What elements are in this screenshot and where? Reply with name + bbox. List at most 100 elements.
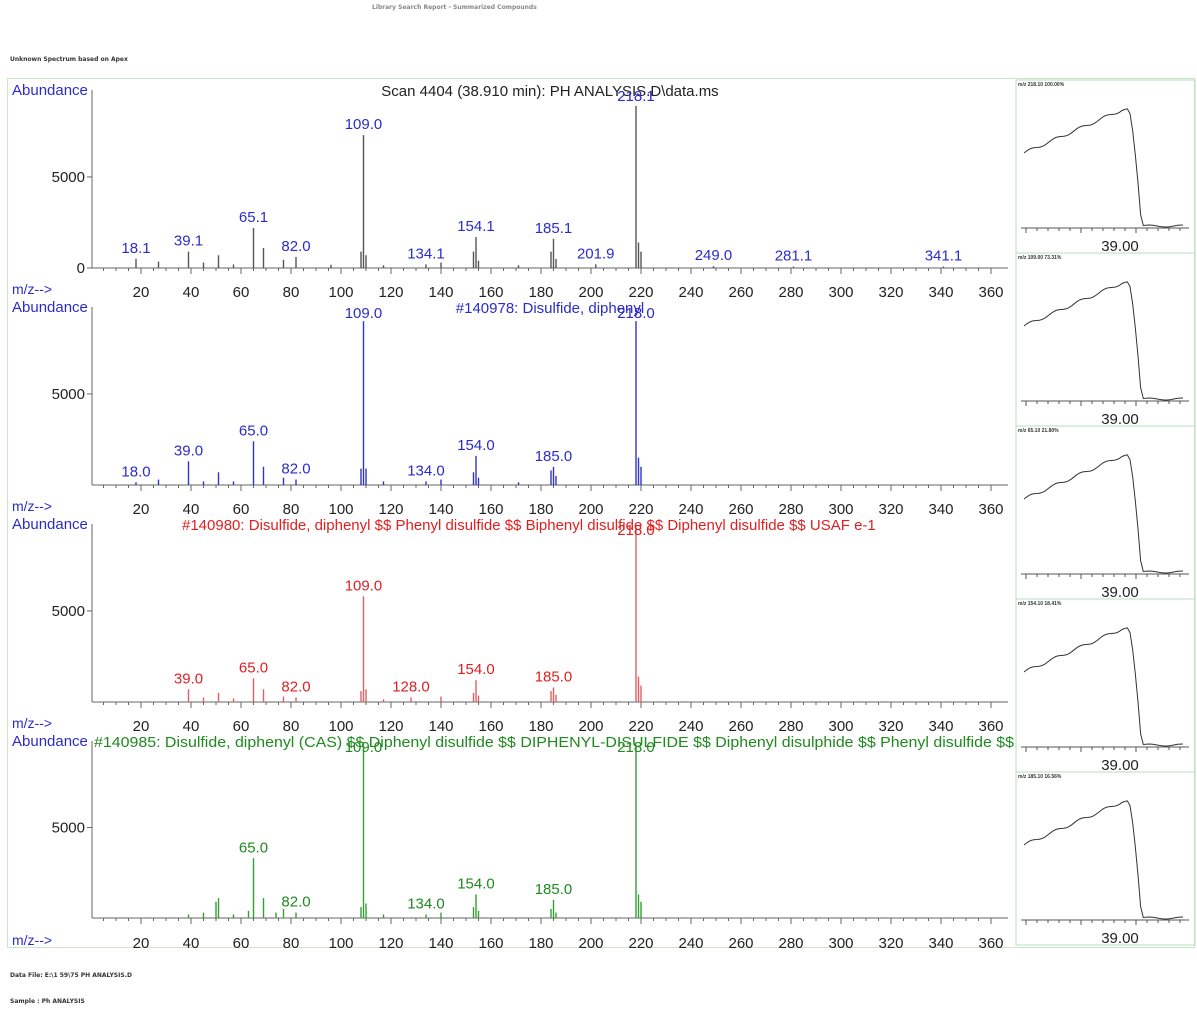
retention-time-label: 39.00 <box>1101 930 1139 947</box>
x-tick-label: 180 <box>528 935 553 952</box>
report-subtitle: Unknown Spectrum based on Apex <box>10 56 128 63</box>
x-tick-label: 320 <box>878 935 903 952</box>
x-tick-label: 40 <box>183 935 200 952</box>
x-tick-label: 220 <box>628 935 653 952</box>
ion-label: m/z 185.10 16.56% <box>1018 774 1062 780</box>
peak-label: 341.1 <box>925 248 963 265</box>
x-tick-label: 140 <box>428 284 453 301</box>
x-tick-label: 300 <box>828 718 853 735</box>
x-tick-label: 180 <box>528 718 553 735</box>
abundance-label: Abundance <box>12 516 88 533</box>
peak-label: 154.1 <box>457 218 495 235</box>
retention-time-label: 39.00 <box>1101 411 1139 428</box>
peak-label: 185.1 <box>535 220 573 237</box>
spectrum-title: Scan 4404 (38.910 min): PH ANALYSIS.D\da… <box>381 83 718 100</box>
peak-label: 18.1 <box>121 240 150 257</box>
peak-label: 82.0 <box>281 678 310 695</box>
x-tick-label: 140 <box>428 718 453 735</box>
peak-label: 281.1 <box>775 248 813 265</box>
peak-label: 39.1 <box>174 233 203 250</box>
x-tick-label: 280 <box>778 718 803 735</box>
ion-label: m/z 65.10 21.80% <box>1018 428 1059 434</box>
spectrum-title: #140985: Disulfide, diphenyl (CAS) $$ Di… <box>94 734 1015 751</box>
retention-time-label: 39.00 <box>1101 238 1139 255</box>
x-tick-label: 200 <box>578 718 603 735</box>
x-tick-label: 220 <box>628 501 653 518</box>
x-tick-label: 300 <box>828 501 853 518</box>
peak-label: 134.0 <box>407 895 445 912</box>
x-tick-label: 80 <box>283 718 300 735</box>
x-tick-label: 200 <box>578 501 603 518</box>
x-tick-label: 260 <box>728 501 753 518</box>
peak-label: 134.0 <box>407 462 445 479</box>
x-tick-label: 160 <box>478 284 503 301</box>
x-tick-label: 80 <box>283 935 300 952</box>
spectrum-title: #140978: Disulfide, diphenyl <box>456 300 644 317</box>
peak-label: 249.0 <box>695 247 733 264</box>
x-tick-label: 300 <box>828 935 853 952</box>
x-tick-label: 260 <box>728 718 753 735</box>
x-tick-label: 80 <box>283 284 300 301</box>
x-tick-label: 40 <box>183 284 200 301</box>
x-tick-label: 240 <box>678 284 703 301</box>
peak-label: 134.1 <box>407 245 445 262</box>
x-tick-label: 120 <box>378 718 403 735</box>
peak-label: 82.0 <box>281 894 310 911</box>
ion-chromatogram-panel <box>1015 771 1196 946</box>
peak-label: 109.0 <box>345 739 383 756</box>
y-tick-label: 5000 <box>52 169 85 186</box>
peak-label: 65.0 <box>239 422 268 439</box>
x-tick-label: 360 <box>978 501 1003 518</box>
peak-label: 185.0 <box>535 881 573 898</box>
x-tick-label: 60 <box>233 718 250 735</box>
x-tick-label: 240 <box>678 935 703 952</box>
peak-label: 185.0 <box>535 668 573 685</box>
peak-label: 65.0 <box>239 659 268 676</box>
x-tick-label: 240 <box>678 501 703 518</box>
x-tick-label: 160 <box>478 935 503 952</box>
ion-trace <box>1023 800 1184 920</box>
ion-label: m/z 154.10 18.41% <box>1018 601 1062 607</box>
abundance-label: Abundance <box>12 82 88 99</box>
x-tick-label: 40 <box>183 501 200 518</box>
x-tick-label: 100 <box>328 501 353 518</box>
x-tick-label: 40 <box>183 718 200 735</box>
peak-label: 154.0 <box>457 437 495 454</box>
data-file-label: Data File: E:\1 59\75 PH ANALYSIS.D <box>10 972 132 979</box>
retention-time-label: 39.00 <box>1101 757 1139 774</box>
x-tick-label: 220 <box>628 718 653 735</box>
x-tick-label: 180 <box>528 501 553 518</box>
x-tick-label: 20 <box>133 935 150 952</box>
x-tick-label: 340 <box>928 718 953 735</box>
x-tick-label: 20 <box>133 501 150 518</box>
x-tick-label: 160 <box>478 718 503 735</box>
x-tick-label: 180 <box>528 284 553 301</box>
ion-trace <box>1023 108 1184 228</box>
x-tick-label: 100 <box>328 935 353 952</box>
x-tick-label: 120 <box>378 935 403 952</box>
x-tick-label: 20 <box>133 284 150 301</box>
x-tick-label: 360 <box>978 718 1003 735</box>
x-tick-label: 60 <box>233 501 250 518</box>
peak-label: 201.9 <box>577 245 615 262</box>
peak-label: 65.0 <box>239 839 268 856</box>
x-tick-label: 340 <box>928 501 953 518</box>
x-tick-label: 140 <box>428 935 453 952</box>
y-tick-label: 5000 <box>52 386 85 403</box>
x-tick-label: 300 <box>828 284 853 301</box>
peak-label: 218.1 <box>617 88 655 105</box>
x-tick-label: 60 <box>233 935 250 952</box>
ion-label: m/z 218.10 100.00% <box>1018 82 1065 88</box>
x-tick-label: 280 <box>778 284 803 301</box>
x-tick-label: 260 <box>728 935 753 952</box>
x-tick-label: 140 <box>428 501 453 518</box>
peak-label: 218.0 <box>617 522 655 539</box>
peak-label: 39.0 <box>174 670 203 687</box>
x-tick-label: 220 <box>628 284 653 301</box>
peak-label: 109.0 <box>345 577 383 594</box>
x-tick-label: 280 <box>778 935 803 952</box>
peak-label: 154.0 <box>457 661 495 678</box>
ion-trace <box>1023 281 1184 401</box>
retention-time-label: 39.00 <box>1101 584 1139 601</box>
x-tick-label: 320 <box>878 718 903 735</box>
